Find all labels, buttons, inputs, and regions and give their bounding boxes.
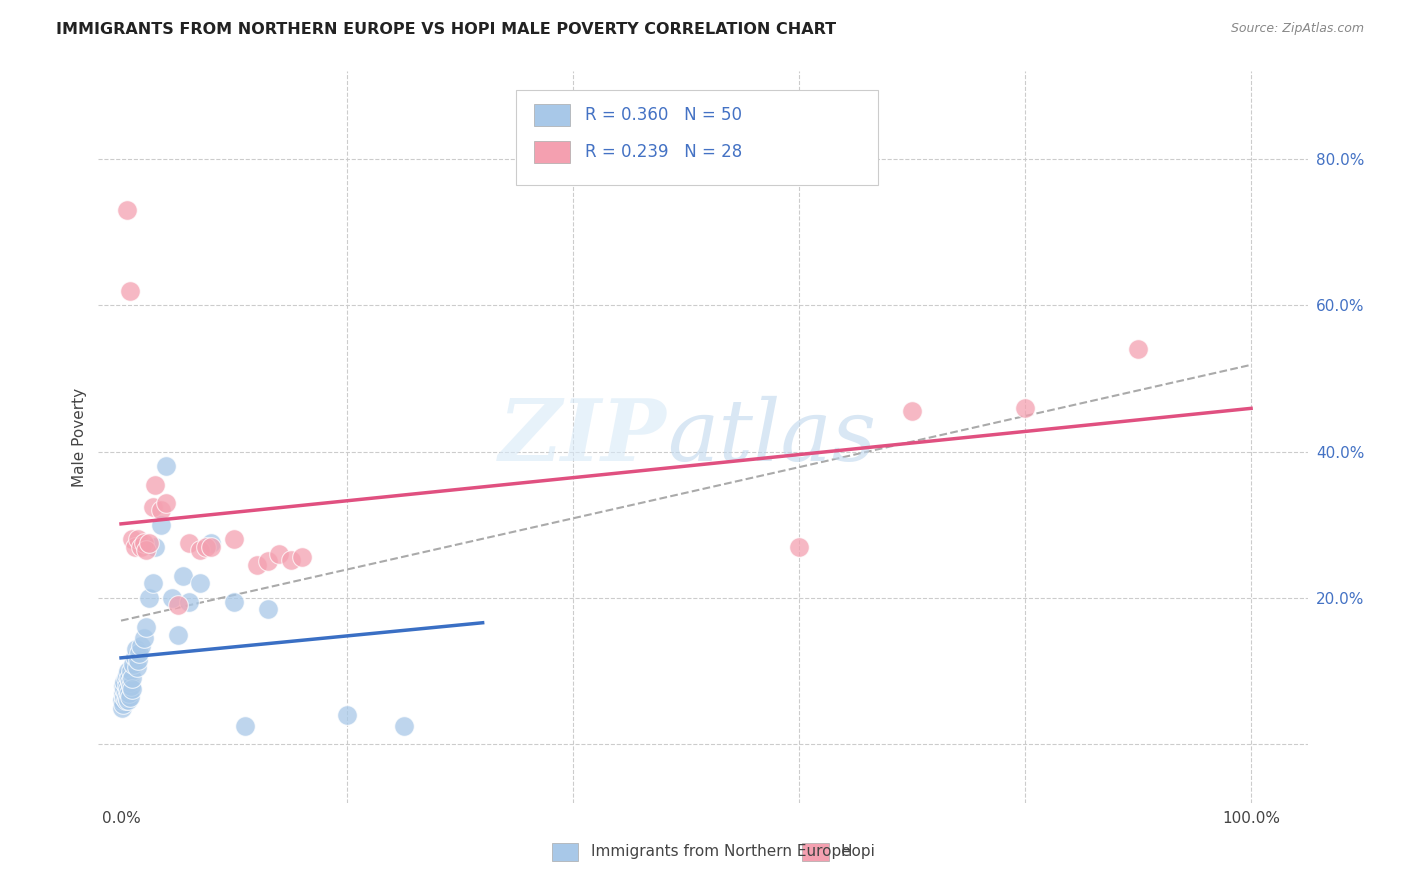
Point [114,686,136,700]
Point [120,284,142,298]
Text: atlas: atlas [666,396,876,478]
Point [121,672,143,686]
Point [143,540,166,554]
Point [142,500,165,514]
FancyBboxPatch shape [534,141,569,163]
Point [117,682,139,697]
Point [194,540,217,554]
Text: IMMIGRANTS FROM NORTHERN EUROPE VS HOPI MALE POVERTY CORRELATION CHART: IMMIGRANTS FROM NORTHERN EUROPE VS HOPI … [56,22,837,37]
Point [135,620,157,634]
Text: Hopi: Hopi [841,845,876,859]
Point [142,576,165,591]
Point [117,664,139,678]
Point [115,690,138,704]
Point [1126,343,1149,357]
Point [135,543,157,558]
Point [787,540,810,554]
Point [188,543,211,558]
Point [127,533,149,547]
Point [125,642,148,657]
Point [124,649,146,664]
Point [111,693,134,707]
Point [1014,401,1036,415]
Point [177,594,200,608]
Point [120,675,142,690]
Point [257,554,280,568]
Point [118,686,141,700]
Point [112,697,135,711]
Point [112,679,135,693]
Point [128,646,150,660]
FancyBboxPatch shape [803,843,828,862]
Point [112,690,135,704]
Point [246,558,269,573]
Point [132,536,155,550]
Point [120,690,142,704]
Point [112,675,135,690]
FancyBboxPatch shape [516,90,879,185]
Text: R = 0.360   N = 50: R = 0.360 N = 50 [585,106,741,124]
Point [118,672,141,686]
Point [233,719,256,733]
Point [124,540,146,554]
Point [188,576,211,591]
Point [115,679,138,693]
Point [166,627,188,641]
Point [114,672,136,686]
Point [114,693,136,707]
Point [177,536,200,550]
Point [115,203,138,218]
Point [392,719,415,733]
Point [120,664,142,678]
Point [112,682,135,697]
Point [149,503,172,517]
Text: R = 0.239   N = 28: R = 0.239 N = 28 [585,143,742,161]
FancyBboxPatch shape [534,104,569,127]
Point [901,404,924,418]
Point [143,477,166,491]
Point [172,569,194,583]
Point [336,708,359,723]
Point [112,686,135,700]
Point [121,682,143,697]
Point [138,591,160,605]
Point [131,540,153,554]
Point [160,591,183,605]
Point [132,632,155,646]
Text: Immigrants from Northern Europe: Immigrants from Northern Europe [591,845,851,859]
Point [269,547,291,561]
Point [125,660,148,674]
Point [222,594,245,608]
Point [257,602,280,616]
Point [120,679,142,693]
Text: ZIP: ZIP [499,395,666,479]
Text: Source: ZipAtlas.com: Source: ZipAtlas.com [1230,22,1364,36]
Point [149,517,172,532]
Point [166,599,188,613]
Point [117,693,139,707]
Point [280,553,302,567]
Point [122,657,145,671]
Y-axis label: Male Poverty: Male Poverty [72,387,87,487]
Point [138,536,160,550]
Point [222,533,245,547]
Point [155,496,177,510]
Point [127,653,149,667]
Point [121,533,143,547]
Point [155,459,177,474]
FancyBboxPatch shape [551,843,578,862]
Point [200,536,222,550]
Point [200,540,222,554]
Point [291,549,314,564]
Point [115,667,138,681]
Point [111,700,134,714]
Point [131,639,153,653]
